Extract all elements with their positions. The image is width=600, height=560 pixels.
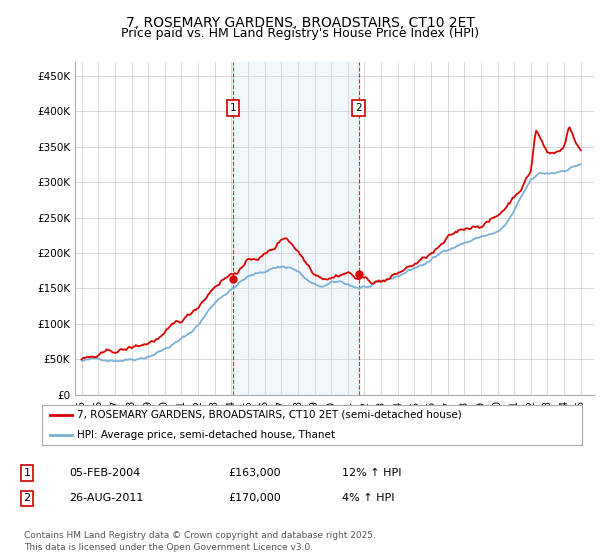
Text: 12% ↑ HPI: 12% ↑ HPI	[342, 468, 401, 478]
Text: 7, ROSEMARY GARDENS, BROADSTAIRS, CT10 2ET (semi-detached house): 7, ROSEMARY GARDENS, BROADSTAIRS, CT10 2…	[77, 410, 462, 420]
Text: 7, ROSEMARY GARDENS, BROADSTAIRS, CT10 2ET: 7, ROSEMARY GARDENS, BROADSTAIRS, CT10 2…	[125, 16, 475, 30]
Text: HPI: Average price, semi-detached house, Thanet: HPI: Average price, semi-detached house,…	[77, 430, 335, 440]
Text: £170,000: £170,000	[228, 493, 281, 503]
Text: 2: 2	[355, 102, 362, 113]
Text: 2: 2	[23, 493, 31, 503]
Text: 1: 1	[23, 468, 31, 478]
Bar	[233, 62, 359, 395]
Text: 4% ↑ HPI: 4% ↑ HPI	[342, 493, 395, 503]
Text: Price paid vs. HM Land Registry's House Price Index (HPI): Price paid vs. HM Land Registry's House …	[121, 27, 479, 40]
Text: 1: 1	[230, 102, 236, 113]
Text: 05-FEB-2004: 05-FEB-2004	[69, 468, 140, 478]
Text: 26-AUG-2011: 26-AUG-2011	[69, 493, 143, 503]
Text: Contains HM Land Registry data © Crown copyright and database right 2025.
This d: Contains HM Land Registry data © Crown c…	[24, 531, 376, 552]
Text: £163,000: £163,000	[228, 468, 281, 478]
